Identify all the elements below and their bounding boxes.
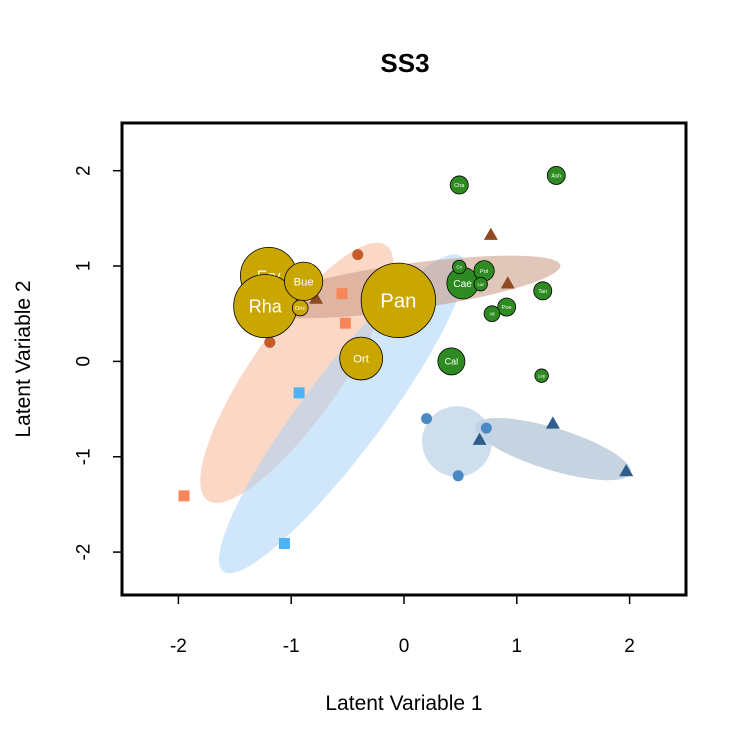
- genus-label: Ash: [551, 173, 561, 179]
- genus-point: Ash: [546, 166, 566, 185]
- site-points-layer: [178, 227, 634, 550]
- genus-label: Gn: [456, 265, 463, 270]
- x-axis: -2 -1 0 1 2: [170, 595, 635, 657]
- genus-point: Ortc: [291, 299, 309, 317]
- genus-label: Pan: [380, 291, 416, 313]
- genus-bubble: [437, 347, 466, 376]
- genus-label: Ortc: [295, 306, 306, 312]
- genus-label: Cal: [445, 357, 459, 367]
- site-point-circle: [452, 470, 464, 482]
- site-point-circle: [421, 413, 433, 425]
- genus-point: Rha: [233, 274, 298, 339]
- y-tick-label: 2: [74, 165, 95, 176]
- genus-point: Ali: [483, 305, 501, 323]
- site-point-triangle: [483, 227, 498, 240]
- genus-point: Lep: [534, 368, 549, 383]
- genus-bubble: [533, 281, 553, 301]
- site-point-triangle: [545, 416, 560, 429]
- x-tick-label: 2: [624, 636, 635, 657]
- site-point-square: [278, 538, 290, 550]
- y-tick-label: -2: [74, 544, 95, 561]
- site-point-circle: [352, 249, 364, 261]
- x-axis-label: Latent Variable 1: [325, 692, 482, 715]
- genus-point: Lar: [473, 276, 488, 292]
- genus-point: Poe: [497, 297, 517, 317]
- site-point-square: [336, 288, 348, 300]
- genus-label: Cae: [453, 279, 472, 290]
- site-point-circle: [264, 336, 276, 348]
- x-tick-label: -2: [170, 636, 187, 657]
- genus-label: Tan: [538, 289, 547, 295]
- y-tick-label: -1: [74, 448, 95, 465]
- site-point-square: [178, 490, 190, 502]
- genus-bubble: [449, 175, 469, 195]
- x-tick-label: 1: [512, 636, 523, 657]
- y-axis: -2 -1 0 1 2: [74, 165, 122, 561]
- genus-bubble: [291, 299, 309, 317]
- genus-label: Bue: [294, 276, 314, 288]
- genus-bubble: [546, 166, 566, 185]
- genus-point: Cal: [437, 347, 466, 376]
- genus-point: Bue: [284, 261, 324, 301]
- site-point-triangle: [309, 291, 324, 304]
- site-point-square: [339, 317, 351, 329]
- x-tick-label: -1: [283, 636, 300, 657]
- genus-label: Pol: [480, 269, 488, 275]
- genus-point: Cha: [449, 175, 469, 195]
- x-tick-label: 0: [399, 636, 410, 657]
- genus-points-layer: PanEryRhaBueOrtcOrtCaeCalChaAshPolPoeTan…: [233, 166, 566, 383]
- genus-bubble: [473, 276, 488, 292]
- y-tick-label: 1: [74, 261, 95, 272]
- genus-bubble: [483, 305, 501, 323]
- genus-bubble: [360, 262, 436, 338]
- genus-label: Lar: [477, 282, 484, 287]
- genus-label: Lep: [538, 373, 546, 378]
- genus-label: Ali: [489, 311, 494, 316]
- genus-point: Pan: [360, 262, 436, 338]
- chart-title: SS3: [380, 48, 429, 78]
- genus-point: Tan: [533, 281, 553, 301]
- genus-point: Gn: [452, 259, 467, 275]
- genus-bubble: [534, 368, 549, 383]
- y-axis-label: Latent Variable 2: [12, 280, 35, 437]
- genus-label: Poe: [502, 305, 512, 311]
- site-point-square: [293, 387, 305, 399]
- group-ellipse: [474, 418, 631, 481]
- site-point-triangle: [472, 432, 487, 445]
- genus-bubble: [497, 297, 517, 317]
- site-point-circle: [480, 422, 492, 434]
- y-tick-label: 0: [74, 356, 95, 367]
- group-ellipse: [422, 406, 492, 477]
- genus-label: Cha: [454, 183, 465, 189]
- genus-point: Ort: [339, 336, 383, 381]
- site-point-triangle: [500, 276, 515, 289]
- genus-bubble: [339, 336, 383, 381]
- genus-label: Ort: [353, 354, 370, 366]
- site-point-triangle: [619, 464, 634, 477]
- genus-label: Rha: [249, 297, 283, 317]
- genus-bubble: [452, 259, 467, 275]
